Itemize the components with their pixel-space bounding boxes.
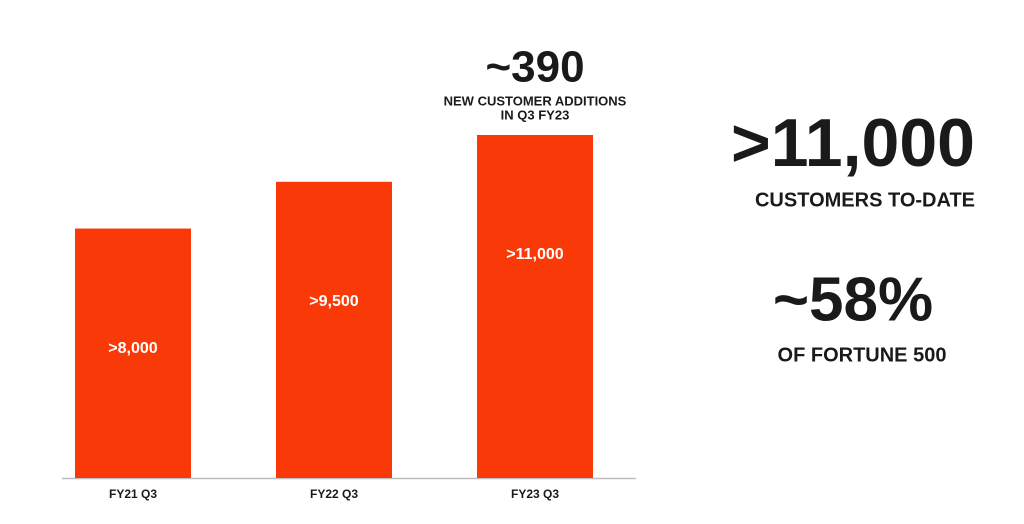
stat-headline: ~58%: [773, 265, 933, 334]
x-tick-label: FY22 Q3: [310, 487, 358, 501]
bar: [75, 228, 191, 478]
annotation-line: NEW CUSTOMER ADDITIONS: [444, 93, 627, 108]
bar: [477, 135, 593, 478]
x-tick-label: FY23 Q3: [511, 487, 559, 501]
stat-caption: CUSTOMERS TO-DATE: [755, 189, 975, 211]
value-label: >8,000: [108, 340, 157, 357]
annotation-line: IN Q3 FY23: [501, 107, 570, 122]
stat-caption: OF FORTUNE 500: [778, 344, 947, 366]
value-label: >9,500: [309, 293, 358, 310]
annotation-headline: ~390: [485, 43, 584, 92]
bar: [276, 181, 392, 479]
stat-headline: >11,000: [731, 105, 975, 181]
value-label: >11,000: [506, 246, 564, 263]
x-tick-label: FY21 Q3: [109, 487, 157, 501]
